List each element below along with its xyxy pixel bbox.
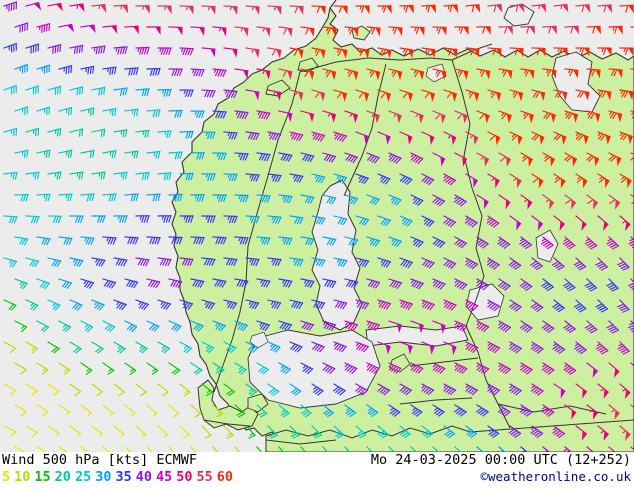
scale-tick-30: 30 (95, 469, 112, 485)
scale-tick-5: 5 (2, 469, 11, 485)
scale-tick-40: 40 (135, 469, 152, 485)
model-run-label: Mo 24-03-2025 00:00 UTC (12+252) (370, 452, 631, 468)
scale-tick-55: 55 (196, 469, 213, 485)
map-canvas[interactable] (0, 0, 634, 452)
scale-tick-25: 25 (74, 469, 92, 485)
footer-row-title: Wind 500 hPa [kts] ECMWF Mo 24-03-2025 0… (0, 452, 634, 471)
copyright-label: ©weatheronline.co.uk (480, 469, 631, 484)
product-title: Wind 500 hPa [kts] ECMWF (2, 452, 198, 468)
chart-footer: Wind 500 hPa [kts] ECMWF Mo 24-03-2025 0… (0, 452, 634, 490)
geography-layer (171, 0, 634, 452)
border-latvia-lithuania (399, 397, 473, 405)
border-norway-finland (299, 57, 453, 73)
scale-tick-15: 15 (34, 469, 51, 485)
scale-tick-60: 60 (216, 469, 234, 485)
wind-speed-scale: 5 10 15 20 25 30 35 40 45 50 55 60 (2, 469, 237, 485)
scale-tick-45: 45 (156, 469, 173, 485)
scale-tick-10: 10 (14, 469, 31, 485)
scale-tick-35: 35 (115, 469, 132, 485)
scale-tick-20: 20 (54, 469, 71, 485)
scale-tick-50: 50 (176, 469, 193, 485)
footer-row-scale: 5 10 15 20 25 30 35 40 45 50 55 60 ©weatheronline.c… (0, 469, 634, 488)
border-poland-germany (265, 439, 337, 445)
border-denmark-germany (203, 419, 251, 427)
gulf-of-finland (365, 325, 469, 347)
